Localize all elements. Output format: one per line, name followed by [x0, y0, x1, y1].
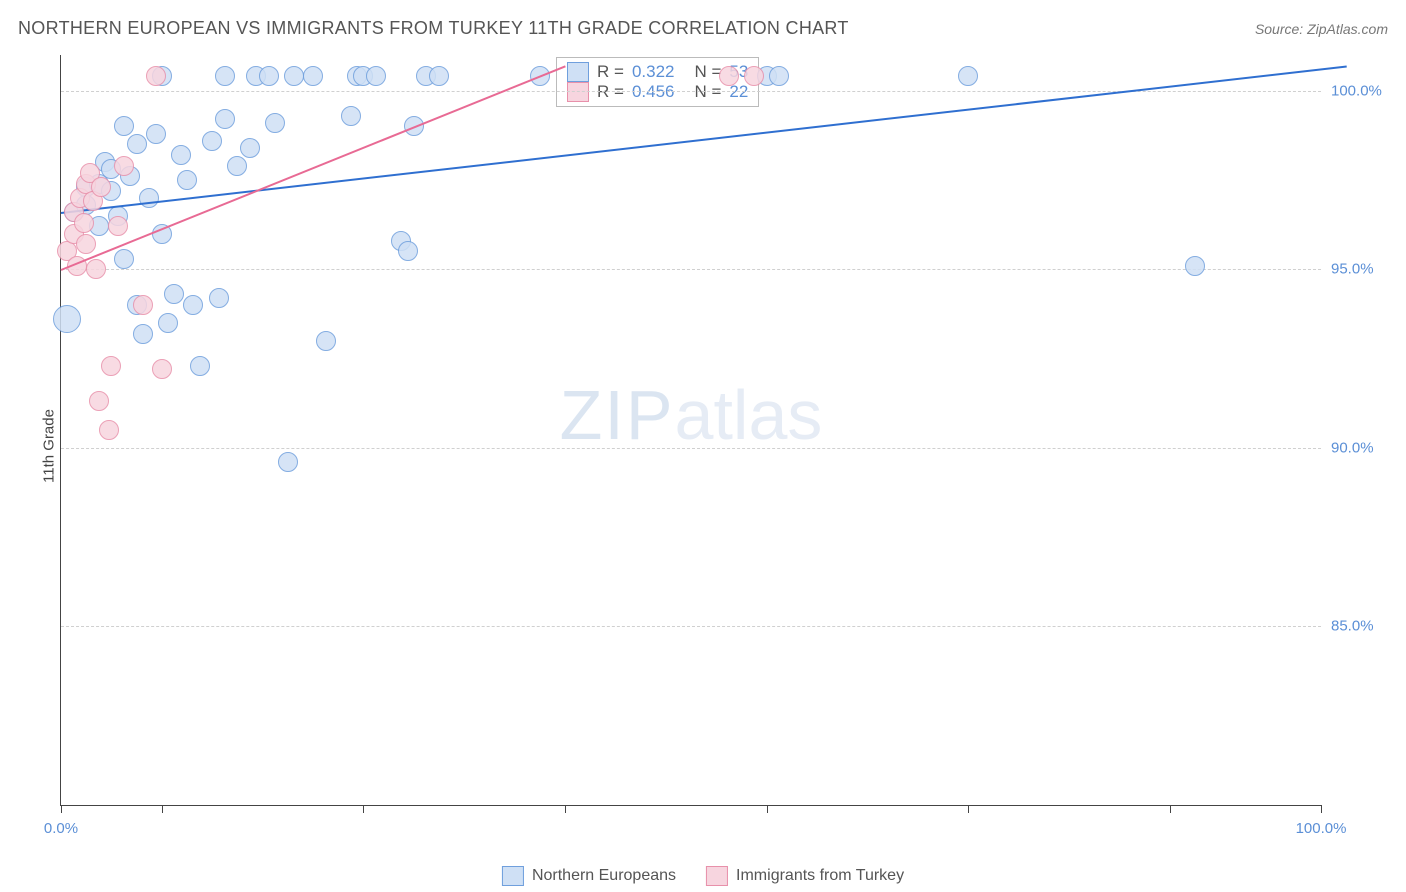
x-tick [363, 805, 364, 813]
scatter-point [278, 452, 298, 472]
scatter-point [158, 313, 178, 333]
legend-swatch [706, 866, 728, 886]
scatter-point [719, 66, 739, 86]
scatter-point [101, 356, 121, 376]
scatter-point [139, 188, 159, 208]
scatter-point [108, 216, 128, 236]
scatter-point [164, 284, 184, 304]
gridline [61, 269, 1321, 270]
series-legend: Northern Europeans Immigrants from Turkey [502, 866, 904, 886]
scatter-point [133, 324, 153, 344]
scatter-point [53, 305, 81, 333]
source-attribution: Source: ZipAtlas.com [1255, 21, 1388, 37]
scatter-point [171, 145, 191, 165]
scatter-point [769, 66, 789, 86]
x-tick [565, 805, 566, 813]
scatter-plot-area: ZIPatlas R = 0.322N = 53R = 0.456N = 22 … [60, 55, 1321, 806]
legend-item: Northern Europeans [502, 866, 676, 886]
scatter-point [202, 131, 222, 151]
scatter-point [284, 66, 304, 86]
scatter-point [215, 109, 235, 129]
scatter-point [398, 241, 418, 261]
scatter-point [76, 234, 96, 254]
scatter-point [366, 66, 386, 86]
x-tick [61, 805, 62, 813]
scatter-point [1185, 256, 1205, 276]
scatter-point [265, 113, 285, 133]
x-tick [162, 805, 163, 813]
legend-swatch [567, 82, 589, 102]
x-tick [1170, 805, 1171, 813]
scatter-point [86, 259, 106, 279]
watermark: ZIPatlas [560, 375, 823, 455]
scatter-point [127, 134, 147, 154]
y-tick-label: 100.0% [1331, 82, 1391, 99]
scatter-point [91, 177, 111, 197]
y-axis-label: 11th Grade [40, 409, 57, 483]
scatter-point [190, 356, 210, 376]
gridline [61, 448, 1321, 449]
scatter-point [133, 295, 153, 315]
scatter-point [74, 213, 94, 233]
scatter-point [303, 66, 323, 86]
x-tick [968, 805, 969, 813]
scatter-point [99, 420, 119, 440]
scatter-point [146, 66, 166, 86]
scatter-point [744, 66, 764, 86]
x-tick-label: 100.0% [1296, 820, 1347, 837]
x-tick [767, 805, 768, 813]
scatter-point [316, 331, 336, 351]
scatter-point [341, 106, 361, 126]
y-tick-label: 95.0% [1331, 261, 1391, 278]
legend-row: R = 0.456N = 22 [567, 82, 748, 102]
scatter-point [114, 116, 134, 136]
gridline [61, 626, 1321, 627]
scatter-point [177, 170, 197, 190]
y-tick-label: 85.0% [1331, 618, 1391, 635]
scatter-point [183, 295, 203, 315]
scatter-point [227, 156, 247, 176]
x-tick-label: 0.0% [44, 820, 78, 837]
scatter-point [259, 66, 279, 86]
scatter-point [146, 124, 166, 144]
scatter-point [114, 249, 134, 269]
scatter-point [89, 391, 109, 411]
scatter-point [114, 156, 134, 176]
x-tick [1321, 805, 1322, 813]
scatter-point [152, 359, 172, 379]
scatter-point [215, 66, 235, 86]
scatter-point [240, 138, 260, 158]
legend-swatch [502, 866, 524, 886]
y-tick-label: 90.0% [1331, 439, 1391, 456]
legend-item: Immigrants from Turkey [706, 866, 904, 886]
scatter-point [958, 66, 978, 86]
scatter-point [429, 66, 449, 86]
scatter-point [209, 288, 229, 308]
legend-swatch [567, 62, 589, 82]
chart-title: NORTHERN EUROPEAN VS IMMIGRANTS FROM TUR… [18, 18, 849, 39]
